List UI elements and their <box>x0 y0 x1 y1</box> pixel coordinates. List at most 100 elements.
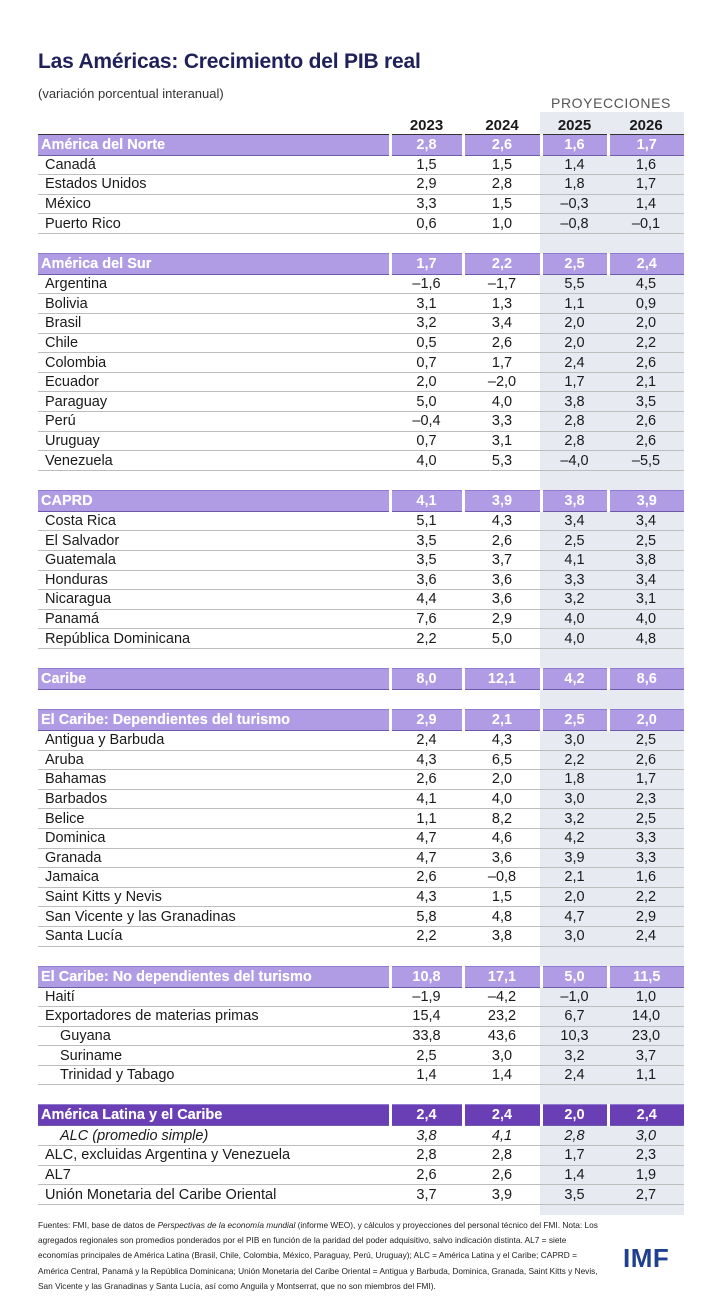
country-name: Barbados <box>38 789 390 810</box>
value-2024: 4,8 <box>463 906 541 927</box>
value-2024: 1,5 <box>463 887 541 908</box>
country-name: Unión Monetaria del Caribe Oriental <box>38 1184 390 1205</box>
group-spacer <box>38 946 684 966</box>
value-2023: 3,5 <box>390 550 463 571</box>
value-2026: 2,6 <box>608 411 684 432</box>
value-2024: 3,8 <box>463 926 541 947</box>
value-2023: 4,7 <box>390 848 463 869</box>
country-name: Perú <box>38 411 390 432</box>
value-2026: 14,0 <box>608 1006 684 1027</box>
country-name: Honduras <box>38 570 390 591</box>
value-2026: 0,9 <box>608 293 684 315</box>
value-2026: 2,6 <box>608 750 684 771</box>
value-2025: 3,2 <box>541 808 608 829</box>
value-2025: 4,0 <box>541 609 608 630</box>
group-value-2023: 4,1 <box>388 489 463 512</box>
value-2025: 5,5 <box>541 274 608 295</box>
value-2026: 2,7 <box>608 1184 684 1205</box>
table-row: Panamá 7,6 2,9 4,0 4,0 <box>38 609 684 630</box>
table-row: Santa Lucía 2,2 3,8 3,0 2,4 <box>38 926 684 947</box>
table-row: Colombia 0,7 1,7 2,4 2,6 <box>38 352 684 373</box>
value-2025: 2,1 <box>541 867 608 888</box>
value-2023: 5,8 <box>390 906 463 927</box>
group-value-2023: 2,4 <box>388 1104 463 1127</box>
group-spacer-cell <box>38 233 684 253</box>
value-2024: 3,9 <box>463 1184 541 1205</box>
value-2024: 3,7 <box>463 550 541 571</box>
group-value-2023: 2,8 <box>388 133 463 156</box>
group-header-row: El Caribe: Dependientes del turismo 2,9 2,… <box>38 708 684 731</box>
group-value-2026: 2,4 <box>606 1104 684 1127</box>
country-name: Haití <box>38 987 390 1008</box>
group-value-2026: 8,6 <box>606 667 684 690</box>
country-name: Antigua y Barbuda <box>38 730 390 751</box>
group-value-2023: 1,7 <box>388 252 463 275</box>
value-2024: 4,1 <box>463 1125 541 1147</box>
value-2025: 1,4 <box>541 1165 608 1186</box>
value-2023: 2,0 <box>390 372 463 393</box>
value-2024: 4,0 <box>463 391 541 413</box>
value-2026: 23,0 <box>608 1026 684 1047</box>
value-2023: 33,8 <box>390 1026 463 1047</box>
country-name: Bolivia <box>38 293 390 315</box>
group-value-2024: 2,4 <box>461 1104 541 1127</box>
value-2026: 1,6 <box>608 867 684 888</box>
country-name: Colombia <box>38 352 390 373</box>
value-2025: 10,3 <box>541 1026 608 1047</box>
group-value-2023: 8,0 <box>388 667 463 690</box>
country-name: Panamá <box>38 609 390 630</box>
year-header-2024: 2024 <box>463 113 541 135</box>
group-value-2026: 2,0 <box>606 708 684 731</box>
value-2026: 1,4 <box>608 194 684 215</box>
country-name: San Vicente y las Granadinas <box>38 906 390 927</box>
value-2025: 1,7 <box>541 372 608 393</box>
group-spacer-cell <box>38 1085 684 1105</box>
value-2026: 3,0 <box>608 1125 684 1147</box>
value-2023: –1,6 <box>390 274 463 295</box>
group-name: Caribe <box>38 667 390 690</box>
group-spacer <box>38 648 684 668</box>
group-name: CAPRD <box>38 489 390 512</box>
value-2023: 3,3 <box>390 194 463 215</box>
value-2026: 3,3 <box>608 828 684 849</box>
group-spacer <box>38 689 684 709</box>
value-2024: 3,4 <box>463 313 541 334</box>
page-subtitle: (variación porcentual interanual) <box>38 86 224 101</box>
value-2023: 3,2 <box>390 313 463 334</box>
group-value-2026: 2,4 <box>606 252 684 275</box>
table-row: Costa Rica 5,1 4,3 3,4 3,4 <box>38 511 684 532</box>
value-2026: 2,0 <box>608 313 684 334</box>
table-row: Bahamas 2,6 2,0 1,8 1,7 <box>38 769 684 790</box>
value-2026: 2,6 <box>608 431 684 452</box>
value-2026: 3,4 <box>608 511 684 532</box>
group-spacer <box>38 470 684 490</box>
value-2023: 0,7 <box>390 352 463 373</box>
group-name: El Caribe: No dependientes del turismo <box>38 965 390 988</box>
value-2024: 4,0 <box>463 789 541 810</box>
table-row: Paraguay 5,0 4,0 3,8 3,5 <box>38 391 684 413</box>
value-2024: 5,3 <box>463 450 541 471</box>
value-2023: 2,8 <box>390 1145 463 1166</box>
group-name: América Latina y el Caribe <box>38 1104 390 1127</box>
value-2026: 3,7 <box>608 1045 684 1066</box>
value-2024: 2,0 <box>463 769 541 790</box>
value-2025: 4,0 <box>541 628 608 649</box>
value-2023: 4,3 <box>390 887 463 908</box>
value-2026: –0,1 <box>608 213 684 234</box>
country-name: Granada <box>38 848 390 869</box>
group-name: América del Norte <box>38 133 390 156</box>
group-spacer-cell <box>38 946 684 966</box>
value-2026: 3,3 <box>608 848 684 869</box>
table-row: Haití –1,9 –4,2 –1,0 1,0 <box>38 987 684 1008</box>
value-2023: 4,1 <box>390 789 463 810</box>
value-2024: 2,6 <box>463 1165 541 1186</box>
group-value-2025: 2,5 <box>539 708 608 731</box>
table-row: Aruba 4,3 6,5 2,2 2,6 <box>38 750 684 771</box>
table-row: AL7 2,6 2,6 1,4 1,9 <box>38 1165 684 1186</box>
value-2024: 3,6 <box>463 570 541 591</box>
group-value-2024: 2,6 <box>461 133 541 156</box>
table-row: Estados Unidos 2,9 2,8 1,8 1,7 <box>38 174 684 195</box>
table-row: Unión Monetaria del Caribe Oriental 3,7 3,… <box>38 1184 684 1205</box>
group-value-2025: 3,8 <box>539 489 608 512</box>
table-row: República Dominicana 2,2 5,0 4,0 4,8 <box>38 628 684 649</box>
